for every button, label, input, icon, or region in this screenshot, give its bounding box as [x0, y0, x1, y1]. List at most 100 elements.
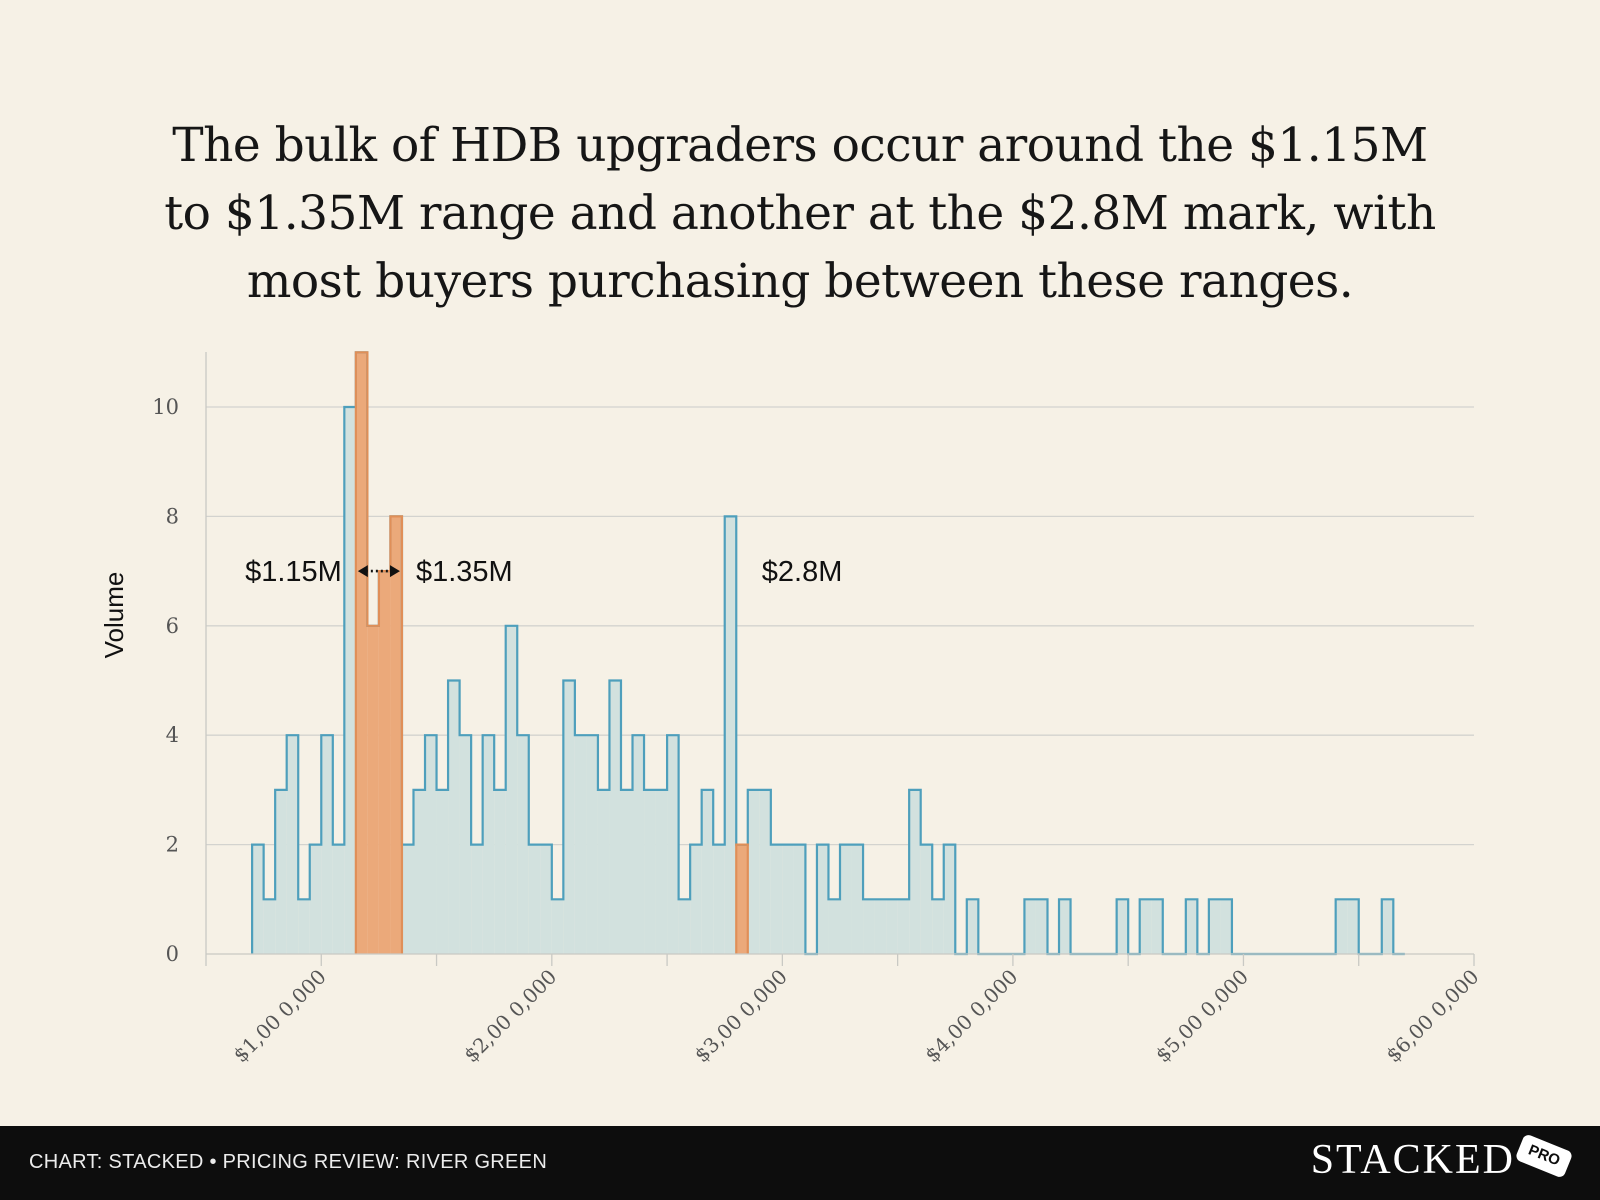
histogram-bar: [770, 844, 783, 954]
histogram-bar: [782, 844, 794, 954]
histogram-bar: [840, 844, 852, 954]
histogram-bar: [909, 789, 921, 954]
histogram-bar: [574, 735, 587, 954]
histogram-bar: [1059, 899, 1071, 954]
histogram-bar: [425, 735, 437, 954]
histogram-bar: [1208, 899, 1221, 954]
histogram-bar: [563, 680, 575, 954]
histogram-bar: [1024, 899, 1036, 954]
histogram-bar: [874, 899, 887, 954]
arrow-left-icon: [357, 565, 368, 578]
highlight-outline: [354, 351, 404, 954]
y-tick-label: 6: [166, 614, 179, 638]
x-tick-label: $2,00 0,000: [459, 965, 561, 1067]
histogram-bar: [863, 899, 875, 954]
histogram-bar: [736, 844, 748, 954]
annotation-layer: $1.15M $1.35M $2.8M: [245, 556, 842, 588]
histogram-bar: [943, 844, 956, 954]
histogram-bar: [1220, 899, 1232, 954]
histogram-bar: [644, 789, 656, 954]
histogram-bar: [667, 735, 679, 954]
histogram-bar: [586, 735, 598, 954]
histogram-bar: [609, 680, 621, 954]
histogram-bar: [1347, 899, 1359, 954]
histogram-bar: [690, 844, 702, 954]
histogram-bar: [436, 789, 449, 954]
annotation-label: $1.15M: [245, 556, 342, 588]
histogram-bar: [471, 844, 483, 954]
footer-credit: CHART: STACKED • PRICING REVIEW: RIVER G…: [29, 1151, 548, 1173]
y-tick-label: 0: [166, 942, 179, 966]
histogram-bar: [344, 407, 356, 954]
x-tick-label: $5,00 0,000: [1151, 965, 1253, 1067]
annotation-label: $2.8M: [762, 556, 843, 588]
histogram-bar: [286, 735, 299, 954]
histogram-bar: [793, 844, 806, 954]
x-tick-label: $4,00 0,000: [920, 965, 1022, 1067]
pro-badge: PRO: [1514, 1133, 1574, 1179]
footer-bar: CHART: STACKED • PRICING REVIEW: RIVER G…: [0, 1126, 1600, 1200]
y-axis-label: Volume: [99, 572, 129, 659]
histogram-bar: [448, 680, 460, 954]
histogram-bar: [759, 789, 771, 954]
histogram-bar: [355, 352, 368, 954]
histogram-bar: [1335, 899, 1348, 954]
histogram-bar: [505, 625, 518, 954]
histogram-bar: [401, 844, 414, 954]
histogram-bar: [275, 789, 287, 954]
histogram-bar: [528, 844, 541, 954]
highlight-outline: [735, 843, 749, 954]
y-tick-label: 2: [166, 833, 179, 857]
chart-title: The bulk of HDB upgraders occur around t…: [164, 118, 1436, 309]
histogram-bar: [540, 844, 552, 954]
histogram-bar: [551, 899, 564, 954]
histogram-bar: [332, 844, 345, 954]
histogram-bar: [390, 516, 402, 954]
histogram-bar: [1116, 899, 1129, 954]
histogram-chart: 0 2 4 6 8 10 $1,00 0,000 $2,00 0,000 $3,00 0,000…: [99, 351, 1484, 1067]
histogram-bar: [298, 899, 310, 954]
histogram-bar: [482, 735, 495, 954]
histogram-bar: [252, 844, 264, 954]
histogram-bar: [655, 789, 668, 954]
x-tick-label: $3,00 0,000: [689, 965, 791, 1067]
histogram-bar: [597, 789, 610, 954]
y-tick-label: 10: [152, 395, 179, 419]
axis-layer: 0 2 4 6 8 10 $1,00 0,000 $2,00 0,000 $3,00 0,000…: [99, 352, 1484, 1067]
histogram-bar: [886, 899, 898, 954]
histogram-bar: [1035, 899, 1048, 954]
histogram-bar: [851, 844, 864, 954]
grid-layer: [206, 406, 1474, 846]
x-tick-label: $1,00 0,000: [228, 965, 330, 1067]
annotation-label: $1.35M: [416, 556, 513, 588]
histogram-bar: [724, 516, 737, 954]
histogram-bar: [678, 899, 691, 954]
histogram-bar: [701, 789, 714, 954]
y-tick-label: 4: [166, 723, 179, 747]
histogram-bar: [321, 735, 333, 954]
histogram-bar: [620, 789, 633, 954]
brand-logo: STACKED: [1310, 1137, 1515, 1183]
histogram-bar: [367, 625, 379, 954]
histogram-bar: [816, 844, 829, 954]
histogram-bar: [1139, 899, 1152, 954]
histogram-bar: [263, 899, 276, 954]
histogram-bar: [632, 735, 645, 954]
histogram-bar: [966, 899, 979, 954]
histogram-bar: [517, 735, 529, 954]
arrow-right-icon: [389, 565, 400, 578]
histogram-area: [251, 351, 1405, 956]
histogram-bar: [1151, 899, 1163, 954]
y-tick-label: 8: [166, 504, 179, 528]
histogram-bar: [897, 899, 910, 954]
histogram-bar: [459, 735, 472, 954]
histogram-bar: [747, 789, 760, 954]
histogram-bar: [1185, 899, 1198, 954]
histogram-bar: [378, 571, 391, 954]
histogram-bar: [413, 789, 426, 954]
histogram-bar: [713, 844, 725, 954]
histogram-bar: [920, 844, 933, 954]
histogram-bar: [932, 899, 944, 954]
histogram-bar: [309, 844, 322, 954]
